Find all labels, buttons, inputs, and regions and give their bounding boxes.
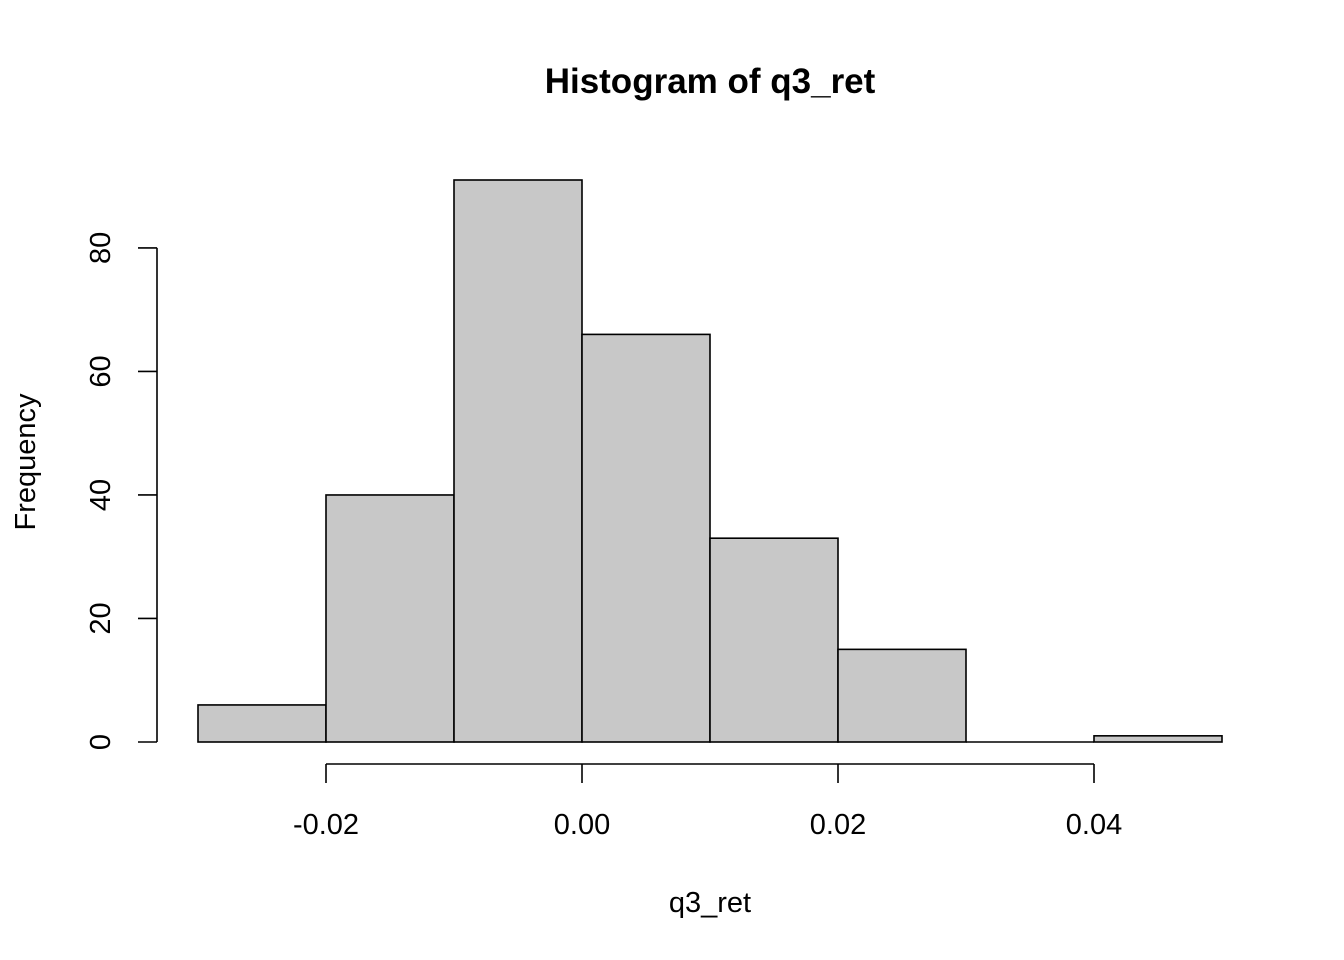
y-tick-label: 40 (85, 479, 117, 511)
bars-group (197, 179, 1223, 743)
histogram-bar (709, 537, 839, 743)
x-tick-label: -0.02 (293, 809, 359, 841)
y-tick-label: 60 (85, 355, 117, 387)
histogram-bar (837, 648, 967, 743)
x-tick-label: 0.00 (554, 809, 610, 841)
y-axis: 0 20 40 60 80 (85, 232, 158, 750)
x-tick-label: 0.04 (1066, 809, 1122, 841)
y-axis-label: Frequency (10, 393, 42, 531)
x-axis: -0.02 0.00 0.02 0.04 (293, 763, 1122, 841)
y-tick-label: 80 (85, 232, 117, 264)
histogram-bar (581, 333, 711, 743)
y-tick-label: 20 (85, 602, 117, 634)
histogram-bar (197, 704, 327, 743)
histogram-bar (325, 494, 455, 743)
chart-title: Histogram of q3_ret (545, 62, 876, 101)
y-tick-label: 0 (85, 734, 117, 750)
x-tick-label: 0.02 (810, 809, 866, 841)
histogram-bar (1093, 735, 1223, 743)
x-axis-label: q3_ret (669, 887, 751, 919)
histogram-bar (453, 179, 583, 743)
